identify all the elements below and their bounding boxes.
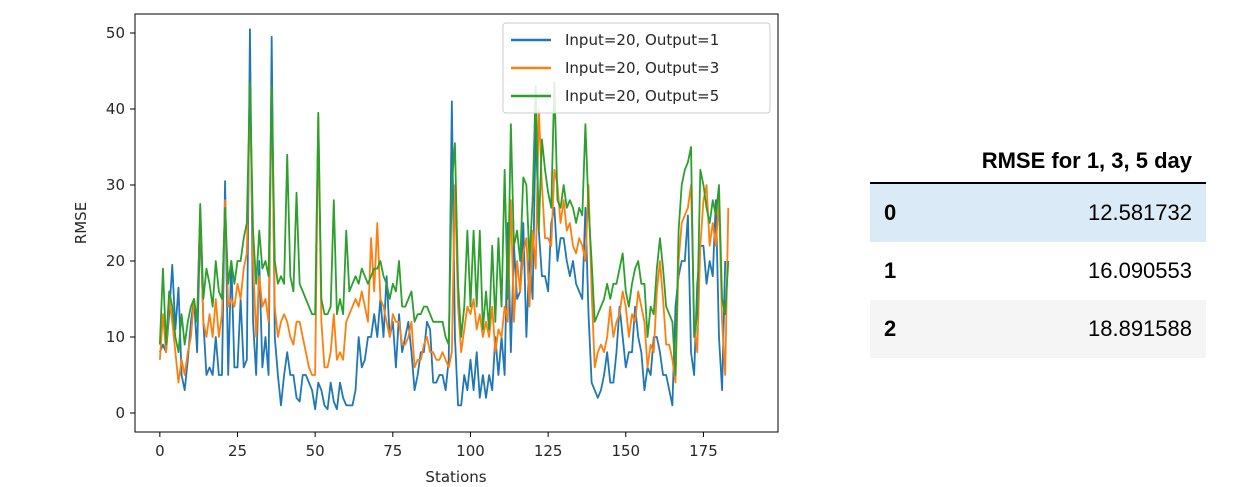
table-header-row: RMSE for 1, 3, 5 day [870, 140, 1206, 184]
y-tick-label: 50 [106, 24, 125, 42]
row-value: 12.581732 [1088, 200, 1192, 225]
table-row: 2 18.891588 [870, 300, 1206, 358]
row-index: 1 [884, 258, 897, 283]
row-value: 16.090553 [1088, 258, 1192, 283]
row-index: 0 [884, 200, 897, 225]
legend-label-output-5: Input=20, Output=5 [565, 87, 719, 105]
y-tick-label: 20 [106, 252, 125, 270]
plot-frame [134, 13, 779, 433]
x-tick-label: 125 [534, 442, 563, 460]
series-line-output-3 [158, 85, 730, 384]
chart-legend: Input=20, Output=1 Input=20, Output=3 In… [502, 22, 771, 114]
legend-label-output-1: Input=20, Output=1 [565, 31, 719, 49]
x-axis-label: Stations [425, 468, 486, 486]
rmse-table: RMSE for 1, 3, 5 day 0 12.581732 1 16.09… [870, 140, 1206, 358]
table-index-header [870, 140, 922, 184]
table-row: 0 12.581732 [870, 183, 1206, 242]
x-tick-label: 25 [228, 442, 247, 460]
table-column-header: RMSE for 1, 3, 5 day [921, 140, 1206, 184]
rmse-line-chart: 0 25 50 75 100 125 150 175 0 10 20 30 40 50 Stations… [72, 13, 779, 486]
x-tick-label: 150 [611, 442, 640, 460]
y-tick-label: 0 [115, 404, 125, 422]
y-tick-label: 40 [106, 100, 125, 118]
y-tick-label: 10 [106, 328, 125, 346]
row-value: 18.891588 [1088, 316, 1192, 341]
legend-box [502, 22, 771, 114]
x-tick-label: 75 [383, 442, 402, 460]
row-index: 2 [884, 316, 897, 341]
x-tick-label: 50 [306, 442, 325, 460]
plot-area [158, 28, 730, 411]
x-tick-label: 0 [155, 442, 165, 460]
x-axis-ticks: 0 25 50 75 100 125 150 175 [155, 432, 718, 460]
y-tick-label: 30 [106, 176, 125, 194]
y-axis-label: RMSE [72, 202, 90, 244]
x-tick-label: 175 [689, 442, 718, 460]
y-axis-ticks: 0 10 20 30 40 50 [106, 24, 135, 422]
legend-label-output-3: Input=20, Output=3 [565, 59, 719, 77]
table-row: 1 16.090553 [870, 242, 1206, 300]
series-line-output-1 [159, 28, 727, 411]
series-line-output-5 [158, 81, 730, 376]
x-tick-label: 100 [456, 442, 485, 460]
